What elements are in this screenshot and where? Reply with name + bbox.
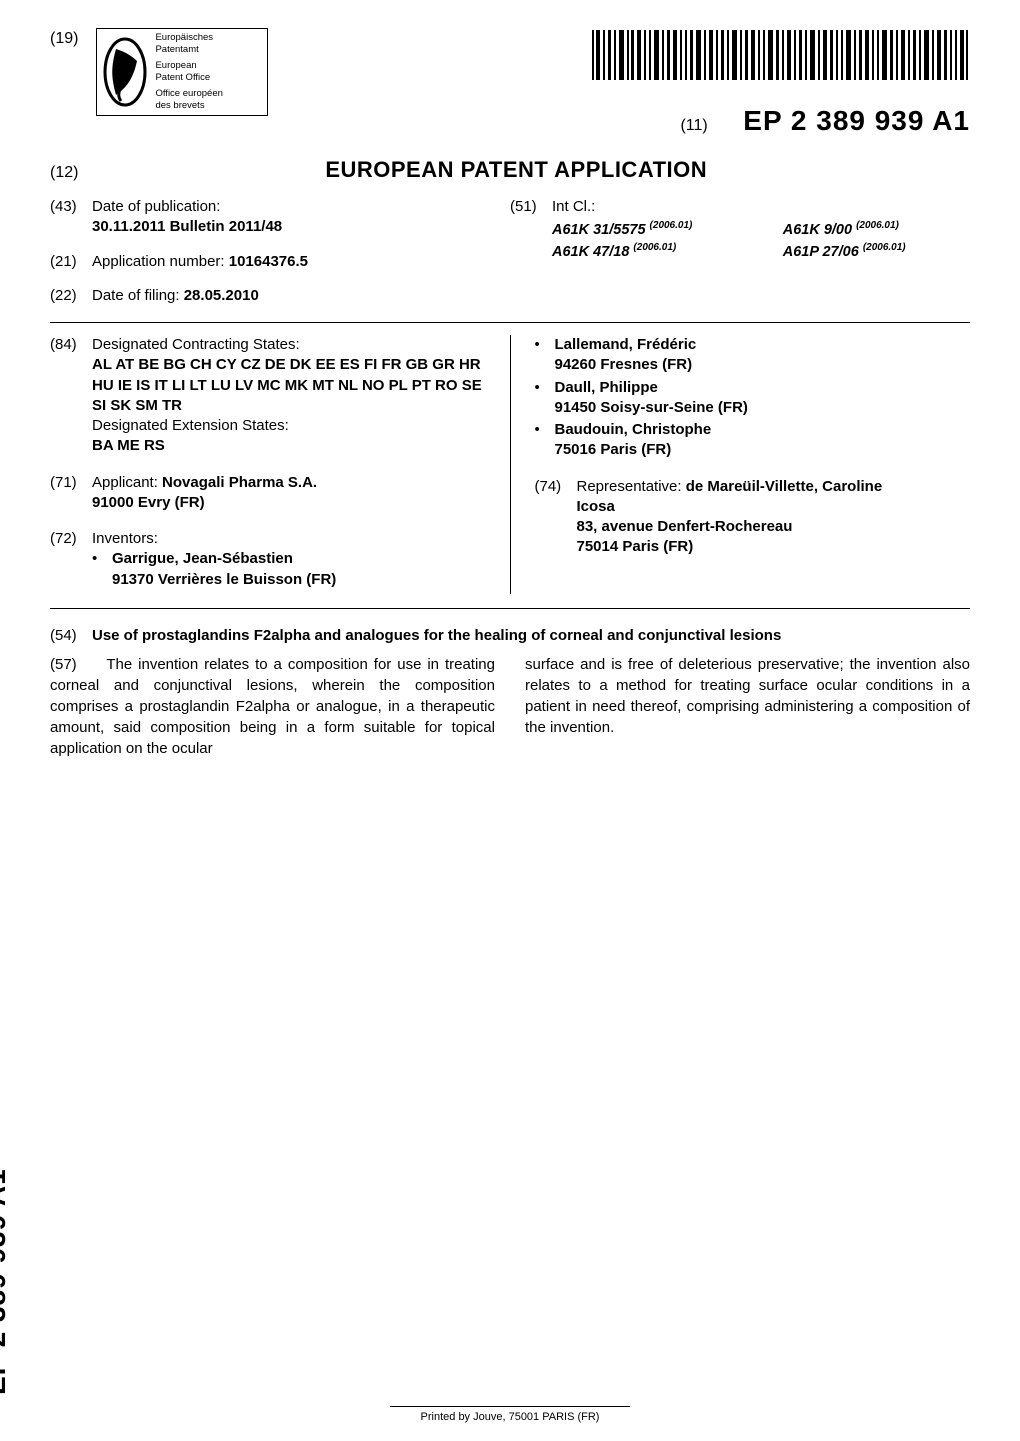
abstract-text-left: The invention relates to a composition f… — [50, 656, 495, 757]
date-of-filing-value: 28.05.2010 — [184, 287, 259, 304]
divider-1 — [50, 322, 970, 323]
epo-office-names: EuropäischesPatentamt EuropeanPatent Off… — [155, 32, 222, 111]
inventor-item-4: Baudouin, Christophe 75016 Paris (FR) — [535, 420, 971, 461]
field-number-19: (19) — [50, 30, 78, 48]
abstract-column-right: surface and is free of deleterious prese… — [525, 654, 970, 759]
spine-publication-number: EP 2 389 939 A1 — [0, 1168, 12, 1395]
int-cl-label: Int Cl.: — [552, 198, 595, 215]
field-number-72: (72) — [50, 529, 84, 592]
field-number-71: (71) — [50, 473, 84, 514]
representative-addr-2: 75014 Paris (FR) — [577, 538, 694, 555]
inventor-3-name: Daull, Philippe — [555, 379, 658, 396]
invention-title: Use of prostaglandins F2alpha and analog… — [92, 627, 970, 644]
applicant-label: Applicant: — [92, 474, 158, 491]
intcl-code-1: A61K 31/5575 (2006.01) — [552, 219, 757, 240]
inventor-4-name: Baudouin, Christophe — [555, 421, 712, 438]
field-number-21: (21) — [50, 252, 84, 272]
abstract-text-right: surface and is free of deleterious prese… — [525, 656, 970, 736]
field-number-12: (12) — [50, 164, 78, 182]
epo-logo-icon — [103, 37, 147, 107]
inventor-item-2: Lallemand, Frédéric 94260 Fresnes (FR) — [535, 335, 971, 376]
divider-2 — [50, 608, 970, 609]
inventor-item-1: Garrigue, Jean-Sébastien 91370 Verrières… — [92, 549, 486, 590]
epo-name-en-1: European — [155, 60, 196, 71]
inventor-1-name: Garrigue, Jean-Sébastien — [112, 550, 293, 567]
extension-states: BA ME RS — [92, 437, 165, 454]
inventor-2-address: 94260 Fresnes (FR) — [555, 356, 693, 373]
epo-name-fr-1: Office européen — [155, 88, 222, 99]
applicant-address: 91000 Evry (FR) — [92, 494, 205, 511]
inventor-2-name: Lallemand, Frédéric — [555, 336, 697, 353]
inventor-item-3: Daull, Philippe 91450 Soisy-sur-Seine (F… — [535, 378, 971, 419]
date-of-publication-label: Date of publication: — [92, 198, 220, 215]
designated-states-label: Designated Contracting States: — [92, 336, 300, 353]
epo-name-fr-2: des brevets — [155, 100, 204, 111]
inventor-4-address: 75016 Paris (FR) — [555, 441, 672, 458]
footer-text: Printed by Jouve, 75001 PARIS (FR) — [421, 1411, 600, 1423]
document-kind-title: EUROPEAN PATENT APPLICATION — [102, 157, 930, 183]
extension-states-label: Designated Extension States: — [92, 417, 289, 434]
inventor-1-address: 91370 Verrières le Buisson (FR) — [112, 571, 336, 588]
representative-name: de Mareüil-Villette, Caroline — [686, 478, 882, 495]
field-number-74: (74) — [535, 477, 569, 558]
abstract-column-left: (57) The invention relates to a composit… — [50, 654, 495, 759]
application-number-label: Application number: — [92, 253, 225, 270]
designated-states: AL AT BE BG CH CY CZ DE DK EE ES FI FR G… — [92, 356, 482, 414]
representative-org: Icosa — [577, 498, 615, 515]
field-number-84: (84) — [50, 335, 84, 457]
field-number-11: (11) — [680, 117, 707, 134]
epo-name-en-2: Patent Office — [155, 72, 210, 83]
publication-number: EP 2 389 939 A1 — [743, 105, 970, 136]
representative-label: Representative: — [577, 478, 682, 495]
field-number-51: (51) — [510, 197, 544, 262]
applicant-name: Novagali Pharma S.A. — [162, 474, 317, 491]
date-of-publication-value: 30.11.2011 Bulletin 2011/48 — [92, 218, 282, 235]
inventors-label: Inventors: — [92, 530, 158, 547]
epo-logo-block: EuropäischesPatentamt EuropeanPatent Off… — [96, 28, 268, 116]
column-divider — [510, 335, 511, 594]
field-number-43: (43) — [50, 197, 84, 238]
representative-addr-1: 83, avenue Denfert-Rochereau — [577, 518, 793, 535]
epo-name-de-2: Patentamt — [155, 44, 198, 55]
inventor-3-address: 91450 Soisy-sur-Seine (FR) — [555, 399, 748, 416]
application-number-value: 10164376.5 — [229, 253, 308, 270]
intcl-code-3: A61K 47/18 (2006.01) — [552, 241, 757, 262]
epo-name-de-1: Europäisches — [155, 32, 213, 43]
field-number-22: (22) — [50, 286, 84, 306]
field-number-54: (54) — [50, 627, 84, 644]
intcl-code-2: A61K 9/00 (2006.01) — [783, 219, 970, 240]
barcode-icon — [590, 28, 970, 82]
intcl-code-4: A61P 27/06 (2006.01) — [783, 241, 970, 262]
date-of-filing-label: Date of filing: — [92, 287, 180, 304]
footer-divider — [390, 1406, 630, 1407]
field-number-57: (57) — [50, 656, 77, 673]
